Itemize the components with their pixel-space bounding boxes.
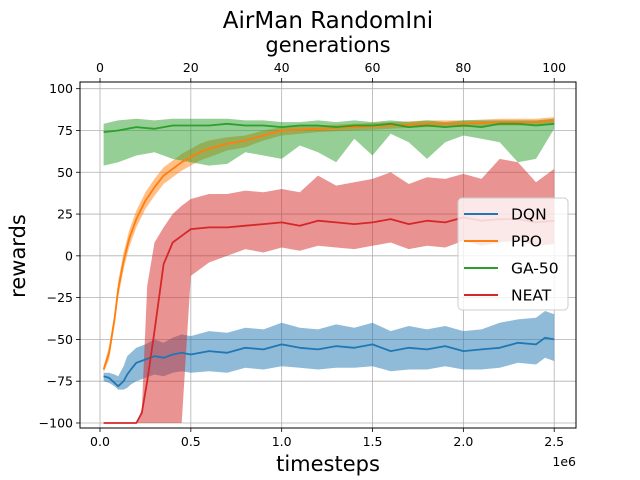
ga-50-line xyxy=(103,122,555,133)
y-tick-label: −25 xyxy=(47,290,73,305)
legend: DQN PPO GA-50 NEAT xyxy=(457,197,569,311)
legend-label-ga-50: GA-50 xyxy=(511,260,559,278)
top-tick-label: 0 xyxy=(96,60,104,75)
top-axis-label: generations xyxy=(265,33,390,57)
y-tick-label: 75 xyxy=(57,123,73,138)
x-tick-label: 0.0 xyxy=(90,434,110,449)
plot-frame xyxy=(79,81,577,429)
x-tick-label: 1.0 xyxy=(272,434,292,449)
x-scale-offset-text: 1e6 xyxy=(552,454,576,469)
legend-frame xyxy=(457,197,569,311)
y-tick-label: −50 xyxy=(47,332,73,347)
dqn-band xyxy=(103,311,555,390)
y-tick-label: 50 xyxy=(57,165,73,180)
chart-title: AirMan RandomIni xyxy=(223,8,433,34)
y-axis-label: rewards xyxy=(6,214,30,298)
top-tick-label: 40 xyxy=(274,60,290,75)
x-tick-label: 0.5 xyxy=(181,434,201,449)
x-tick-label: 1.5 xyxy=(363,434,383,449)
y-tick-label: 100 xyxy=(49,81,73,96)
y-tick-label: 25 xyxy=(57,207,73,222)
legend-label-neat: NEAT xyxy=(511,287,552,305)
x-tick-label: 2.0 xyxy=(453,434,473,449)
axis-ticks: 0.0 0.5 1.0 1.5 2.0 2.5 0 20 40 60 80 100 −100 −75 −50… xyxy=(39,60,567,449)
y-tick-label: −100 xyxy=(39,415,73,430)
legend-label-ppo: PPO xyxy=(511,233,542,251)
ga-50-band xyxy=(103,118,555,166)
x-axis-label: timesteps xyxy=(276,452,380,476)
top-tick-label: 20 xyxy=(183,60,199,75)
top-tick-label: 100 xyxy=(542,60,566,75)
dqn-line xyxy=(103,336,555,388)
top-tick-label: 80 xyxy=(455,60,471,75)
y-tick-label: 0 xyxy=(65,248,73,263)
top-tick-label: 60 xyxy=(365,60,381,75)
x-tick-label: 2.5 xyxy=(544,434,564,449)
legend-label-dqn: DQN xyxy=(511,206,547,224)
ppo-line xyxy=(102,119,555,370)
confidence-bands xyxy=(103,117,555,423)
y-tick-label: −75 xyxy=(47,374,73,389)
neat-band xyxy=(103,158,555,423)
